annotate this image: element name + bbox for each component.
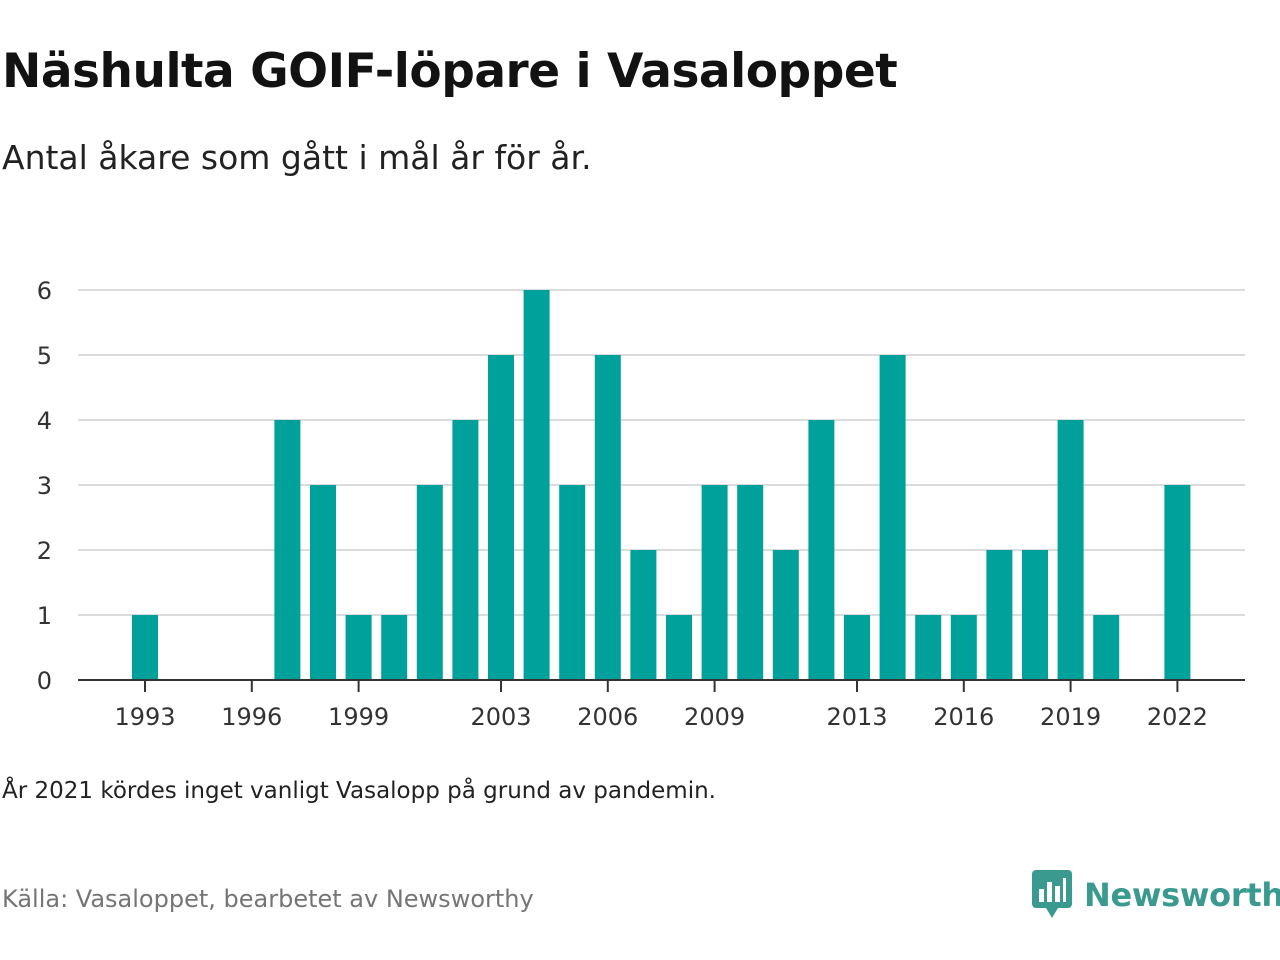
bar: [737, 485, 764, 680]
brand: Newsworthy: [1032, 870, 1280, 920]
x-tick-label: 1996: [221, 703, 282, 731]
y-tick-label: 6: [37, 277, 52, 305]
x-tick-label: 2022: [1147, 703, 1208, 731]
x-tick-label: 1999: [328, 703, 389, 731]
y-tick-label: 0: [37, 667, 52, 695]
bar: [416, 485, 443, 680]
chart-title: Näshulta GOIF-löpare i Vasaloppet: [2, 44, 898, 99]
bar-chart: 0 1 2 3 4 5 6 1993 1996 1999 2003 2006 2009 2013 2016…: [37, 277, 1245, 731]
bar: [488, 355, 514, 680]
y-tick-label: 4: [37, 407, 52, 435]
bar: [808, 420, 835, 680]
bar: [452, 420, 479, 680]
source-text: Källa: Vasaloppet, bearbetet av Newswort…: [2, 885, 534, 913]
bar: [844, 615, 870, 680]
bar: [345, 615, 372, 680]
bar: [132, 615, 158, 680]
bar: [772, 550, 799, 680]
y-tick-label: 5: [37, 342, 52, 370]
brand-name: Newsworthy: [1084, 876, 1280, 914]
bar: [594, 355, 621, 680]
bar: [1057, 420, 1084, 680]
bar: [666, 615, 692, 680]
x-axis: 1993 1996 1999 2003 2006 2009 2013 2016 2019 2022: [78, 679, 1245, 731]
bar: [559, 485, 586, 680]
y-tick-label: 2: [37, 537, 52, 565]
x-tick-label: 1993: [114, 703, 175, 731]
x-tick-label: 2019: [1040, 703, 1101, 731]
chart-subtitle: Antal åkare som gått i mål år för år.: [2, 138, 592, 177]
x-tick-label: 2016: [933, 703, 994, 731]
newsworthy-logo-icon: [1032, 870, 1072, 918]
bar: [274, 420, 301, 680]
bar: [630, 550, 657, 680]
y-tick-label: 1: [37, 602, 52, 630]
x-tick-label: 2003: [470, 703, 531, 731]
bar: [523, 290, 550, 680]
y-tick-label: 3: [37, 472, 52, 500]
y-axis-ticks: 0 1 2 3 4 5 6: [37, 277, 52, 695]
bars: [132, 290, 1191, 680]
x-tick-label: 2013: [826, 703, 887, 731]
footnote: År 2021 kördes inget vanligt Vasalopp på…: [2, 778, 716, 804]
bar: [1093, 615, 1120, 680]
bar: [986, 550, 1013, 680]
bar: [381, 615, 408, 680]
bar: [1022, 550, 1048, 680]
bar: [310, 485, 336, 680]
x-tick-label: 2009: [684, 703, 745, 731]
bar: [950, 615, 977, 680]
bar: [879, 355, 906, 680]
bar: [915, 615, 942, 680]
gridlines: [78, 289, 1245, 616]
bar: [1164, 485, 1191, 680]
x-tick-label: 2006: [577, 703, 638, 731]
bar: [701, 485, 728, 680]
